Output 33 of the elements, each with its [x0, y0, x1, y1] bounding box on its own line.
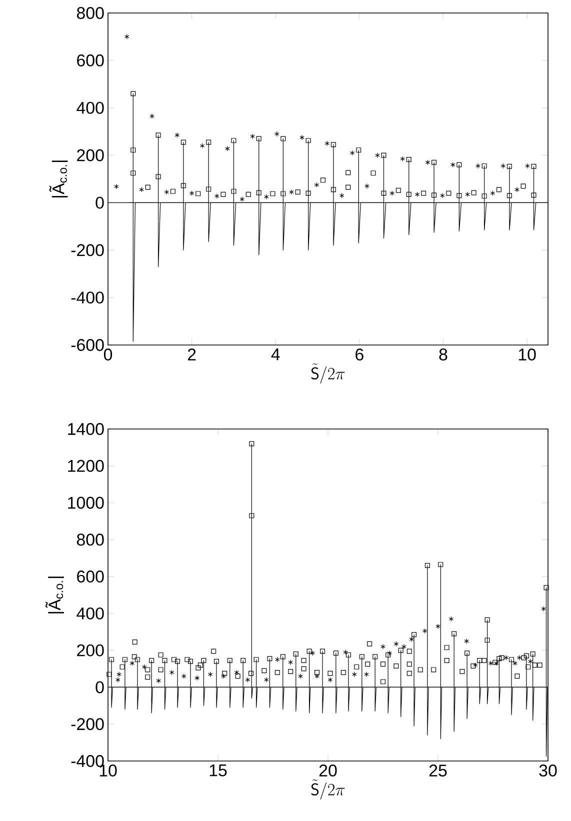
x-tick-label: 0: [104, 348, 112, 361]
y-tick-label: -600: [71, 338, 104, 351]
y-axis-title: |Ã$_{c.o.}$|: [46, 576, 64, 614]
x-tick-label: 25: [429, 764, 447, 777]
x-tick-label: 10: [518, 348, 536, 361]
x-tick-label: 6: [356, 348, 364, 361]
y-tick-label: 600: [77, 54, 104, 66]
y-axis-title: |Ã$_{c.o.}$|: [49, 160, 68, 198]
x-tick-label: 4: [271, 348, 280, 360]
x-tick-label: 20: [319, 764, 337, 777]
y-tick-label: 200: [77, 644, 104, 656]
y-tick-label: 800: [76, 534, 104, 546]
y-tick-label: 200: [77, 149, 104, 162]
y-tick-label: 400: [76, 607, 104, 620]
x-axis-title: $\tilde{\mathsf{S}}/2\pi$: [311, 363, 345, 384]
x-tick-label: 15: [210, 764, 227, 776]
y-tick-label: 1200: [68, 460, 104, 472]
y-tick-label: 600: [77, 570, 104, 583]
y-tick-label: -400: [71, 755, 104, 767]
y-tick-label: -200: [71, 244, 104, 256]
y-tick-label: -400: [71, 292, 104, 304]
x-tick-label: 10: [100, 764, 117, 777]
y-tick-label: 1000: [68, 496, 104, 509]
y-tick-label: 0: [96, 681, 104, 694]
y-tick-label: -200: [71, 718, 104, 730]
y-tick-label: 800: [76, 6, 104, 19]
x-axis-title: $\tilde{\mathsf{S}}/2\pi$: [311, 779, 345, 800]
x-tick-label: 2: [188, 348, 196, 360]
x-tick-label: 8: [439, 348, 448, 361]
y-tick-label: 0: [96, 196, 104, 209]
y-tick-label: 400: [76, 102, 104, 114]
x-tick-label: 30: [539, 764, 557, 777]
y-tick-label: 1400: [68, 423, 104, 435]
